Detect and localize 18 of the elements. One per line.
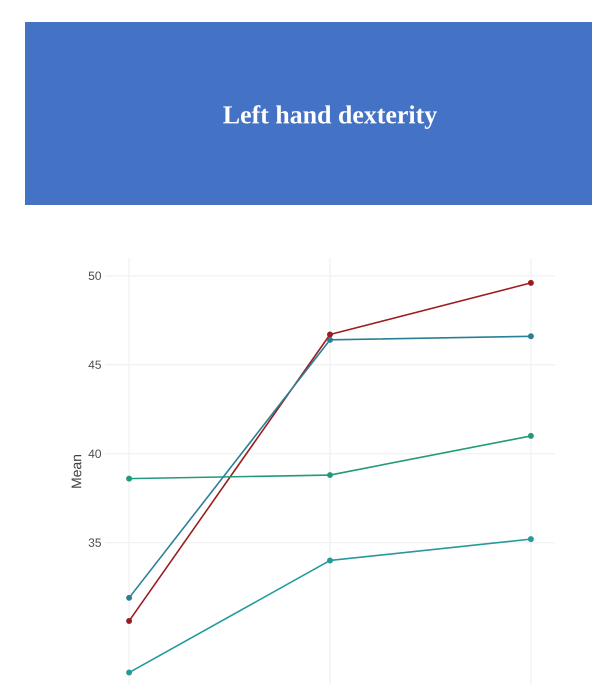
point [126,618,132,624]
point [528,432,534,439]
y-tick-label: 40 [88,449,102,458]
y-axis-title: Mean [72,454,82,488]
point [327,332,333,338]
point [126,594,132,601]
point [327,472,333,478]
point [528,536,534,542]
y-tick-label: 35 [88,538,101,547]
point [528,333,534,340]
y-tick-label: 45 [88,360,101,369]
point [126,670,132,676]
point [327,557,333,564]
y-tick-label: 50 [88,272,102,280]
point [327,336,333,343]
chart-title: Left hand dexterity [223,105,437,129]
point [528,280,534,286]
point [126,476,132,482]
